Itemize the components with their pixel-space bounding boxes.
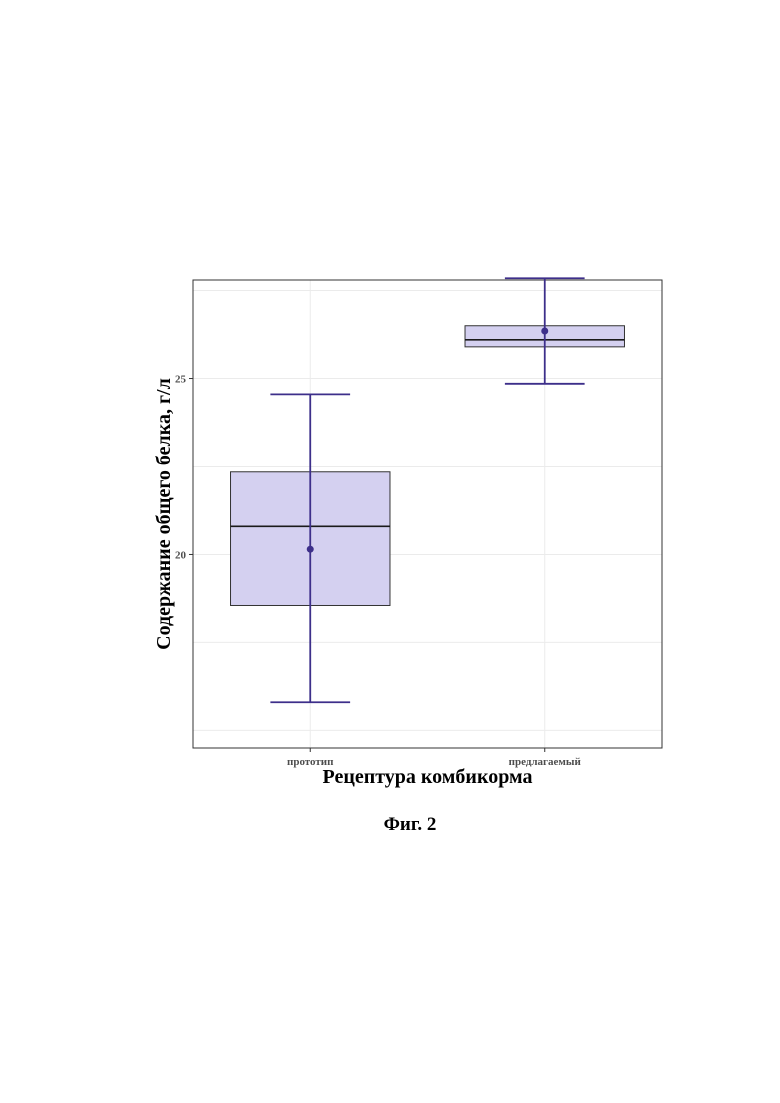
box-marks bbox=[231, 278, 625, 702]
y-tick-label: 25 bbox=[175, 374, 187, 386]
mean-point bbox=[541, 328, 548, 335]
mean-point bbox=[307, 546, 314, 553]
y-axis-ticks: 2025 bbox=[175, 374, 193, 562]
y-axis-title: Содержание общего белка, г/л bbox=[153, 378, 175, 650]
x-axis-title: Рецептура комбикорма bbox=[322, 766, 532, 788]
box-group bbox=[231, 394, 390, 702]
x-axis-ticks: прототиппредлагаемый bbox=[287, 748, 582, 768]
box-group bbox=[465, 278, 624, 384]
y-tick-label: 20 bbox=[175, 549, 187, 561]
figure-caption: Фиг. 2 bbox=[0, 814, 780, 836]
